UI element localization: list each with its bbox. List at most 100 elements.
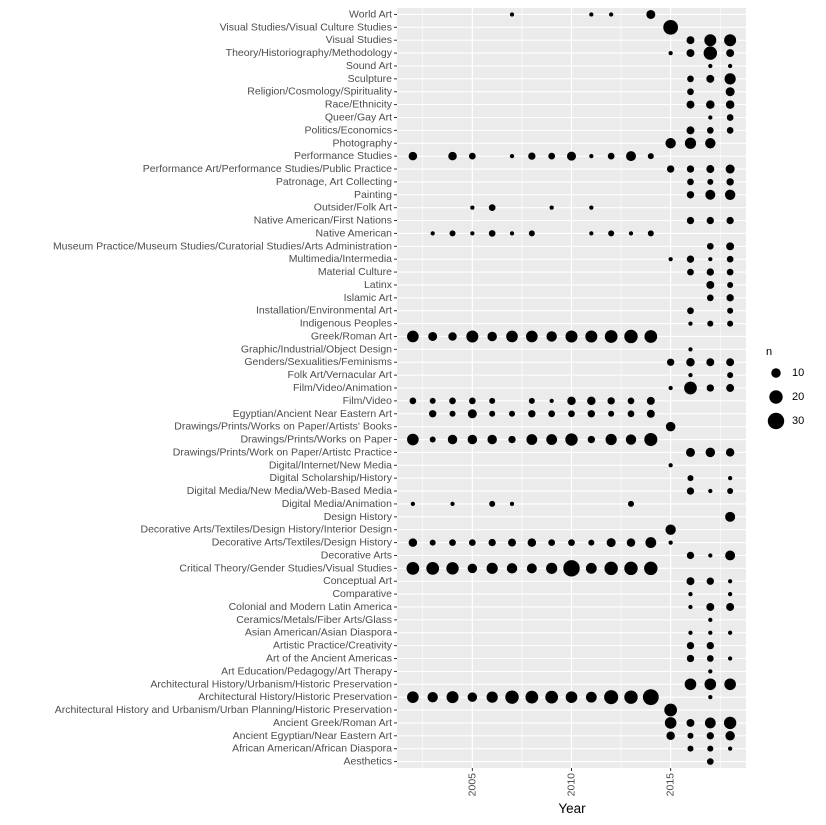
data-point — [724, 73, 736, 85]
data-point — [506, 330, 518, 343]
y-tick-label: Architectural History/Urbanism/Historic … — [150, 678, 392, 690]
y-tick-label: Sculpture — [348, 73, 393, 85]
data-point — [708, 695, 713, 700]
legend-key-circle — [769, 390, 783, 404]
y-tick-label: Drawings/Prints/Works on Paper/Artists' … — [174, 421, 392, 433]
data-point — [625, 434, 637, 445]
data-point — [548, 539, 556, 546]
y-tick-label: Ancient Egyptian/Near Eastern Art — [233, 730, 392, 742]
data-point — [706, 242, 714, 250]
legend-label: 10 — [792, 367, 804, 379]
y-tick-label: Genders/Sexualities/Feminisms — [244, 356, 392, 368]
data-point — [728, 746, 733, 751]
y-tick-label: Race/Ethnicity — [325, 99, 393, 111]
data-point — [725, 511, 736, 522]
data-point — [565, 691, 578, 703]
data-point — [505, 690, 519, 704]
data-point — [468, 152, 476, 160]
data-point — [528, 397, 535, 404]
data-point — [506, 563, 518, 574]
data-point — [509, 12, 515, 17]
data-point — [704, 34, 717, 47]
data-point — [509, 154, 515, 159]
y-tick-label: Design History — [324, 511, 393, 523]
data-point — [688, 372, 693, 378]
data-point — [726, 49, 735, 58]
data-point — [665, 138, 676, 149]
y-tick-label: Native American/First Nations — [254, 215, 392, 227]
y-tick-label: Digital Media/New Media/Web-Based Media — [187, 485, 392, 497]
y-tick-label: Graphic/Industrial/Object Design — [241, 343, 392, 355]
data-point — [446, 691, 459, 704]
data-point — [728, 591, 733, 597]
data-point — [408, 151, 418, 161]
data-point — [407, 330, 419, 343]
data-point — [727, 372, 734, 379]
data-point — [408, 538, 418, 547]
data-point — [728, 476, 733, 481]
y-tick-label: Art of the Ancient Americas — [266, 653, 392, 665]
data-point — [705, 447, 716, 458]
data-point — [605, 433, 617, 446]
data-point — [706, 655, 714, 662]
y-tick-label: Drawings/Prints/Works on Paper — [240, 434, 392, 446]
data-point — [527, 538, 537, 547]
y-tick-label: Sound Art — [346, 60, 392, 72]
data-point — [705, 189, 716, 200]
y-tick-label: Conceptual Art — [323, 575, 392, 587]
y-tick-label: Performance Studies — [294, 150, 392, 162]
data-point — [430, 231, 435, 236]
data-point — [624, 329, 638, 344]
data-point — [587, 435, 596, 444]
data-point — [624, 690, 638, 704]
data-point — [449, 539, 456, 546]
y-tick-label: Performance Art/Performance Studies/Publ… — [143, 163, 392, 175]
data-point — [686, 718, 695, 727]
data-point — [684, 678, 697, 691]
legend: n 10 20 30 — [765, 346, 804, 432]
y-tick-label: Artistic Practice/Creativity — [273, 640, 393, 652]
data-point — [725, 100, 735, 109]
data-point — [526, 434, 538, 445]
data-point — [666, 165, 675, 173]
y-tick-label: Museum Practice/Museum Studies/Curatoria… — [53, 240, 392, 252]
data-point — [686, 165, 695, 173]
data-point — [687, 178, 694, 186]
y-tick-label: Film/Video — [343, 395, 393, 407]
y-tick-label: Egyptian/Ancient Near Eastern Art — [233, 408, 392, 420]
y-tick-label: Visual Studies — [326, 34, 392, 46]
data-point — [728, 656, 733, 661]
data-point — [429, 539, 436, 546]
y-tick-label: Asian American/Asian Diaspora — [245, 627, 392, 639]
data-point — [727, 307, 734, 314]
data-point — [684, 137, 697, 149]
data-point — [664, 717, 677, 729]
y-tick-label: Latinx — [364, 279, 393, 291]
data-point — [725, 164, 735, 174]
data-point — [665, 421, 676, 432]
data-point — [706, 641, 714, 650]
data-point — [446, 562, 459, 575]
data-point — [687, 268, 694, 276]
data-point — [664, 703, 678, 717]
data-point — [488, 538, 496, 547]
data-point — [724, 189, 736, 200]
data-point — [489, 410, 496, 417]
data-point — [707, 745, 714, 752]
data-point — [704, 678, 717, 691]
y-tick-label: Art Education/Pedagogy/Art Therapy — [221, 665, 393, 677]
data-point — [509, 410, 516, 417]
data-point — [687, 732, 694, 739]
data-point — [646, 396, 655, 405]
data-point — [726, 294, 734, 302]
data-point — [686, 487, 695, 495]
data-point — [706, 216, 714, 225]
data-point — [686, 216, 695, 225]
data-point — [585, 691, 597, 703]
data-point — [706, 294, 714, 302]
data-point — [466, 330, 479, 343]
y-tick-label: Digital Scholarship/History — [269, 472, 392, 484]
data-point — [549, 205, 554, 210]
data-point — [707, 320, 714, 327]
